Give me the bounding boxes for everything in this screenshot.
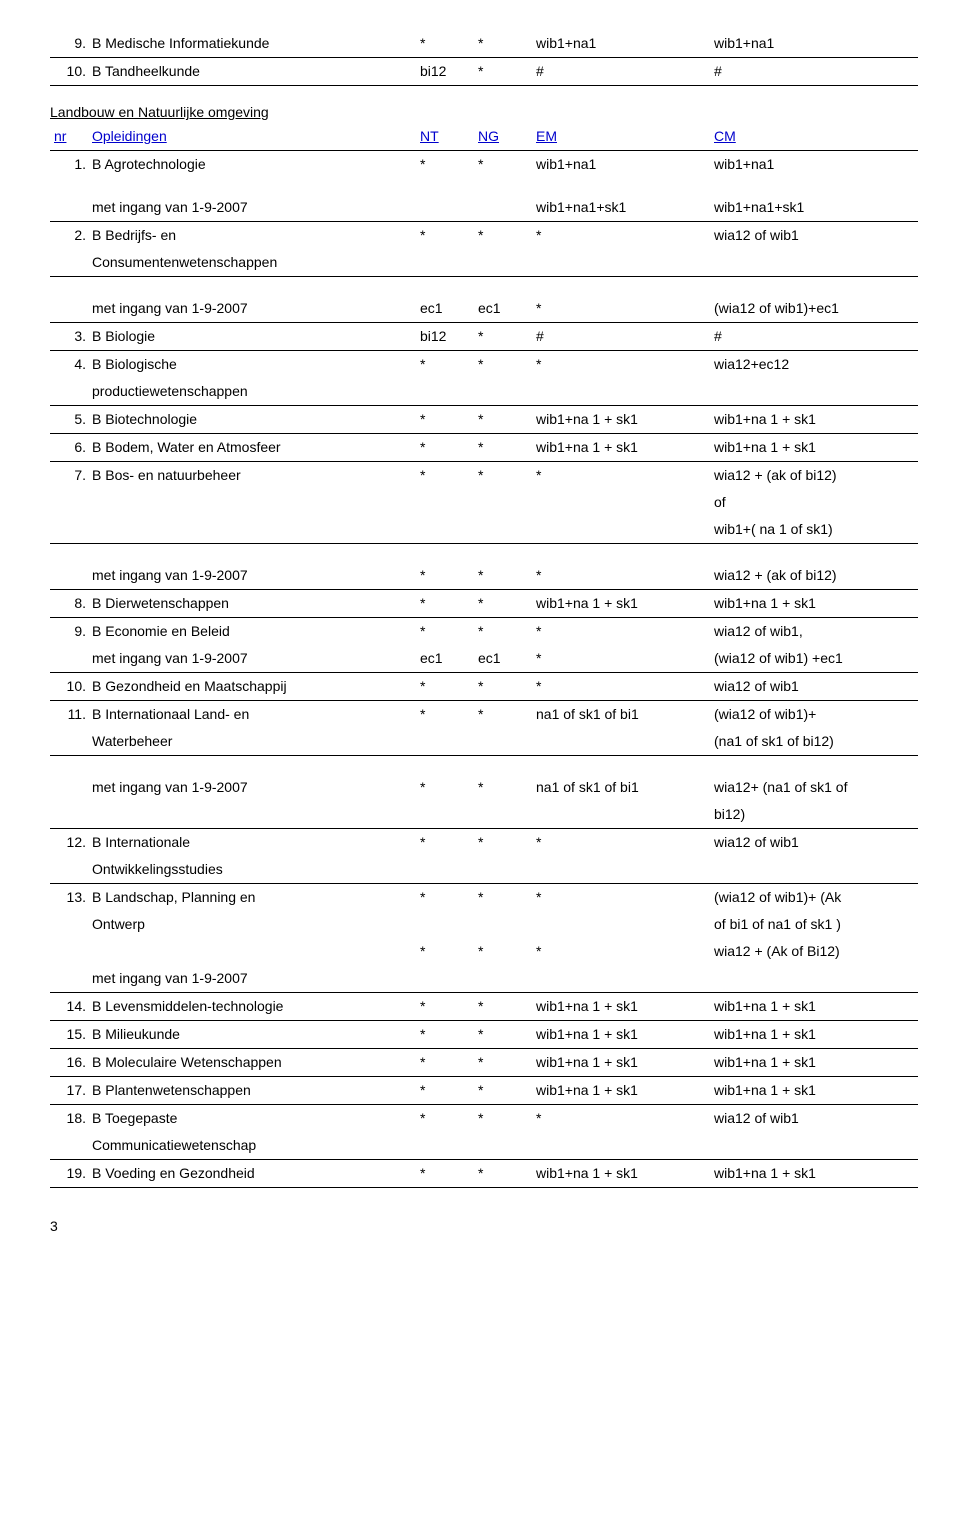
table-row: 10. B Tandheelkunde bi12 * # # [50, 58, 918, 86]
main-table-g1: nr Opleidingen NT NG EM CM 1. B Agrotech… [50, 123, 918, 277]
header-name: Opleidingen [88, 123, 416, 151]
table-row: 9. B Economie en Beleid * * * wia12 of w… [50, 618, 918, 646]
table-row: Ontwerp of bi1 of na1 of sk1 ) [50, 911, 918, 938]
table-row: 15. B Milieukunde * * wib1+na 1 + sk1 wi… [50, 1021, 918, 1049]
sub-row: met ingang van 1-9-2007 * * na1 of sk1 o… [50, 774, 918, 801]
row-nr: 9. [50, 30, 88, 58]
table-row: * * * wia12 + (Ak of Bi12) [50, 938, 918, 965]
table-row: met ingang van 1-9-2007 [50, 965, 918, 993]
row-nt: * [416, 30, 474, 58]
header-ng: NG [474, 123, 532, 151]
table-row: Consumentenwetenschappen [50, 249, 918, 277]
header-cm: CM [710, 123, 918, 151]
table-header: nr Opleidingen NT NG EM CM [50, 123, 918, 151]
table-row: 16. B Moleculaire Wetenschappen * * wib1… [50, 1049, 918, 1077]
table-row: bi12) [50, 801, 918, 829]
table-row: 8. B Dierwetenschappen * * wib1+na 1 + s… [50, 590, 918, 618]
table-row: 3. B Biologie bi12 * # # [50, 323, 918, 351]
table-row: 19. B Voeding en Gezondheid * * wib1+na … [50, 1160, 918, 1188]
table-row: 18. B Toegepaste * * * wia12 of wib1 [50, 1105, 918, 1133]
table-row: 12. B Internationale * * * wia12 of wib1 [50, 829, 918, 857]
table-row: 11. B Internationaal Land- en * * na1 of… [50, 701, 918, 729]
sub-row: met ingang van 1-9-2007 ec1 ec1 * (wia12… [50, 295, 918, 323]
header-nr: nr [50, 123, 88, 151]
table-row: 7. B Bos- en natuurbeheer * * * wia12 + … [50, 462, 918, 490]
row-em: wib1+na1 [532, 30, 710, 58]
page-number: 3 [50, 1218, 910, 1234]
top-table: 9. B Medische Informatiekunde * * wib1+n… [50, 30, 918, 86]
table-row: wib1+( na 1 of sk1) [50, 516, 918, 544]
table-row: 10. B Gezondheid en Maatschappij * * * w… [50, 673, 918, 701]
row-name: B Medische Informatiekunde [88, 30, 416, 58]
table-row: 9. B Medische Informatiekunde * * wib1+n… [50, 30, 918, 58]
table-row: productiewetenschappen [50, 378, 918, 406]
table-row: met ingang van 1-9-2007 ec1 ec1 * (wia12… [50, 645, 918, 673]
table-row: 4. B Biologische * * * wia12+ec12 [50, 351, 918, 379]
table-row: Ontwikkelingsstudies [50, 856, 918, 884]
table-row: 17. B Plantenwetenschappen * * wib1+na 1… [50, 1077, 918, 1105]
sub-row: met ingang van 1-9-2007 * * * wia12 + (a… [50, 562, 918, 590]
table-row: 6. B Bodem, Water en Atmosfeer * * wib1+… [50, 434, 918, 462]
row-cm: wib1+na1 [710, 30, 918, 58]
main-table-g3: met ingang van 1-9-2007 * * * wia12 + (a… [50, 562, 918, 756]
table-row: 13. B Landschap, Planning en * * * (wia1… [50, 884, 918, 912]
sub-row: met ingang van 1-9-2007 wib1+na1+sk1 wib… [50, 194, 918, 222]
header-nt: NT [416, 123, 474, 151]
main-table-g4: met ingang van 1-9-2007 * * na1 of sk1 o… [50, 774, 918, 1188]
table-row: 5. B Biotechnologie * * wib1+na 1 + sk1 … [50, 406, 918, 434]
table-row: of [50, 489, 918, 516]
section-title: Landbouw en Natuurlijke omgeving [50, 104, 910, 120]
table-row: Communicatiewetenschap [50, 1132, 918, 1160]
table-row [50, 178, 918, 194]
table-row: Waterbeheer (na1 of sk1 of bi12) [50, 728, 918, 756]
table-row: 14. B Levensmiddelen-technologie * * wib… [50, 993, 918, 1021]
row-ng: * [474, 30, 532, 58]
header-em: EM [532, 123, 710, 151]
table-row: 1. B Agrotechnologie * * wib1+na1 wib1+n… [50, 151, 918, 179]
table-row: 2. B Bedrijfs- en * * * wia12 of wib1 [50, 222, 918, 250]
main-table-g2: met ingang van 1-9-2007 ec1 ec1 * (wia12… [50, 295, 918, 544]
